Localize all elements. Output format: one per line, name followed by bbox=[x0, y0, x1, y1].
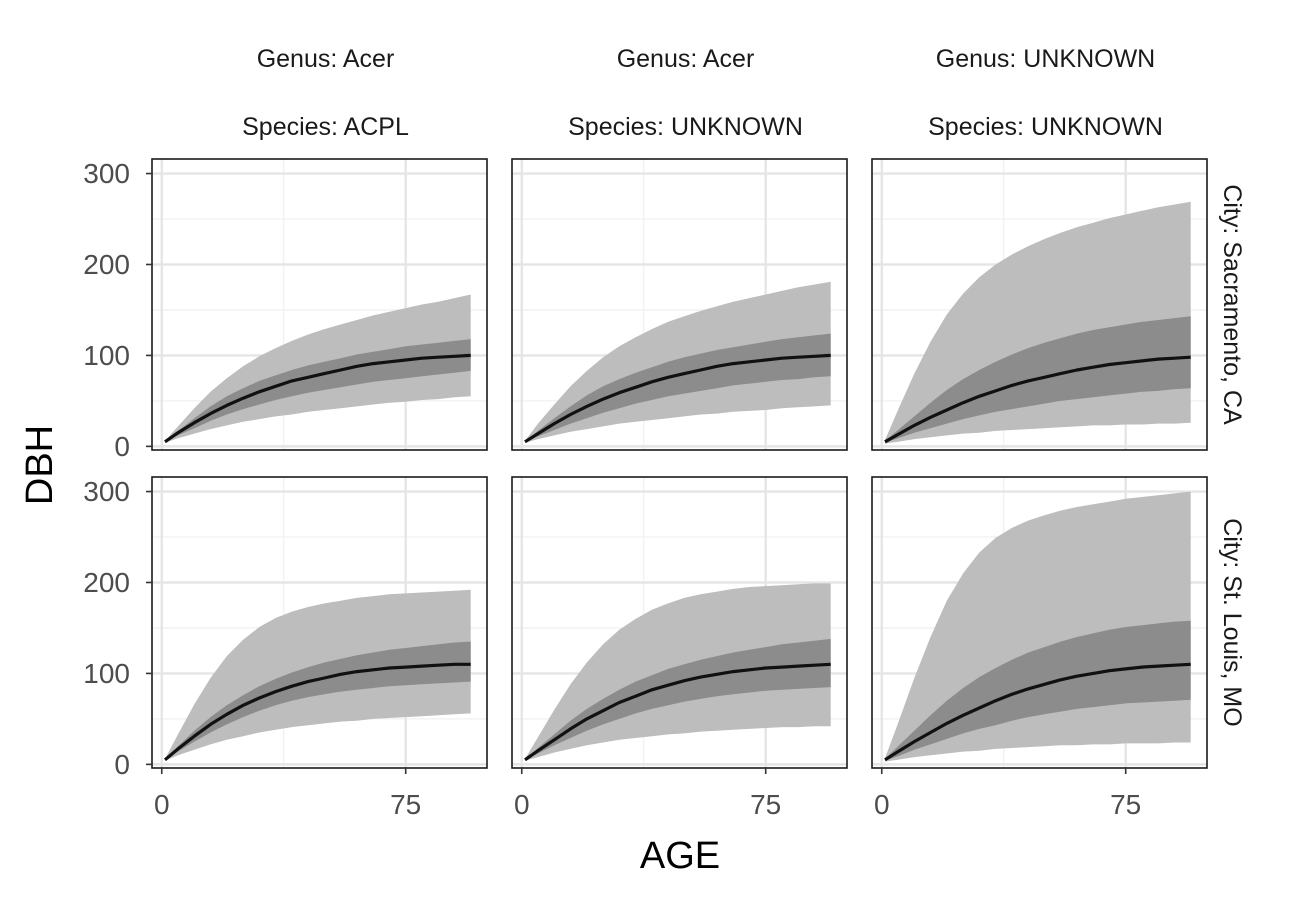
panels-layer bbox=[151, 158, 1208, 769]
panel-r1-c1 bbox=[151, 158, 488, 451]
median-line bbox=[164, 353, 471, 444]
y-tick-label: 100 bbox=[83, 658, 130, 689]
y-tick-label: 300 bbox=[83, 476, 130, 507]
y-tick-label: 200 bbox=[83, 249, 130, 280]
strip-city-2: City: St. Louis, MO bbox=[1218, 518, 1246, 726]
panel-border bbox=[871, 158, 1208, 451]
median-line bbox=[884, 662, 1191, 762]
y-tick-label: 300 bbox=[83, 158, 130, 189]
median-line bbox=[524, 662, 831, 762]
inner-interval-band bbox=[885, 620, 1191, 761]
x-tick-label: 0 bbox=[514, 789, 530, 820]
y-axis-title: DBH bbox=[19, 425, 61, 505]
panel-border bbox=[511, 158, 848, 451]
x-tick-label: 75 bbox=[750, 789, 781, 820]
inner-interval-band bbox=[165, 339, 471, 442]
panel-border bbox=[151, 158, 488, 451]
strip-species-3: Species: UNKNOWN bbox=[928, 113, 1163, 141]
strip-city-1: City: Sacramento, CA bbox=[1218, 184, 1246, 425]
strip-species-2: Species: UNKNOWN bbox=[568, 113, 803, 141]
x-tick-label: 75 bbox=[1110, 789, 1141, 820]
strip-genus-2: Genus: Acer bbox=[617, 45, 755, 73]
strips-layer: Genus: Acer Species: ACPL Genus: Acer Speci… bbox=[242, 45, 1246, 727]
x-axis-title: AGE bbox=[640, 835, 720, 877]
y-tick-label: 0 bbox=[114, 749, 130, 780]
strip-genus-3: Genus: UNKNOWN bbox=[936, 45, 1155, 73]
inner-interval-band bbox=[165, 641, 471, 760]
panel-border bbox=[871, 476, 1208, 769]
y-tick-label: 200 bbox=[83, 567, 130, 598]
strip-genus-1: Genus: Acer bbox=[257, 45, 395, 73]
panel-r1-c2 bbox=[511, 158, 848, 451]
x-tick-label: 75 bbox=[390, 789, 421, 820]
median-line bbox=[884, 355, 1191, 444]
panel-r1-c3 bbox=[871, 158, 1208, 451]
median-line bbox=[524, 353, 831, 444]
x-tick-label: 0 bbox=[874, 789, 890, 820]
y-tick-label: 100 bbox=[83, 340, 130, 371]
y-tick-label: 0 bbox=[114, 431, 130, 462]
panel-r2-c2 bbox=[511, 476, 848, 769]
strip-species-1: Species: ACPL bbox=[242, 113, 409, 141]
panel-border bbox=[511, 476, 848, 769]
panel-border bbox=[151, 476, 488, 769]
panel-r2-c3 bbox=[871, 476, 1208, 769]
axes-layer: 0 100 200 300 0 100 200 300 0 75 0 75 0 75 bbox=[83, 158, 1141, 820]
panel-r2-c1 bbox=[151, 476, 488, 769]
median-line bbox=[163, 662, 471, 762]
x-tick-label: 0 bbox=[154, 789, 170, 820]
